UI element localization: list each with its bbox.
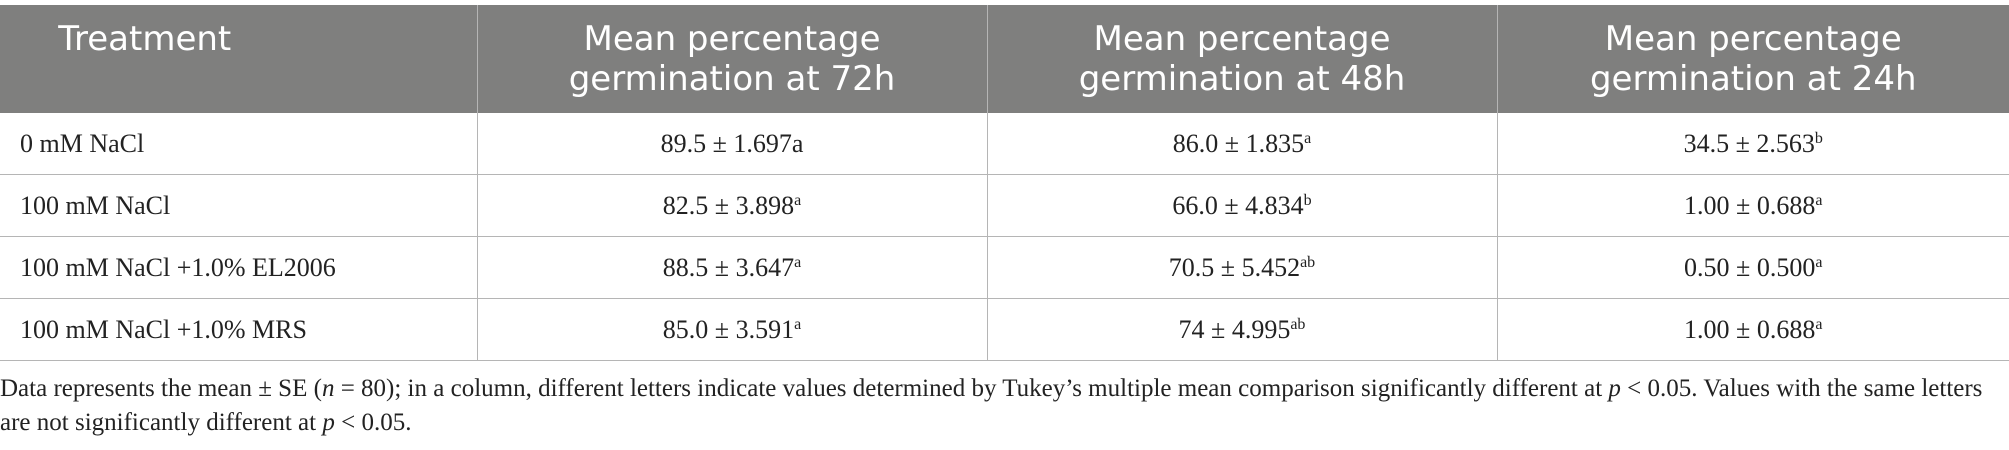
italic-symbol: n bbox=[321, 375, 335, 402]
cell-value: 82.5 ± 3.898 bbox=[662, 190, 795, 220]
value-cell: 1.00 ± 0.688a bbox=[1496, 174, 2009, 237]
significance-letter: a bbox=[794, 253, 802, 271]
significance-letter: a bbox=[1815, 191, 1823, 209]
header-cell: Mean percentage germination at 24h bbox=[1496, 5, 2009, 113]
significance-letter: b bbox=[1814, 129, 1823, 147]
italic-symbol: p bbox=[322, 409, 335, 436]
header-text: Mean percentage germination at 24h bbox=[1589, 19, 1917, 99]
cell-value: 70.5 ± 5.452 bbox=[1168, 252, 1301, 282]
significance-letter: a bbox=[1815, 253, 1823, 271]
footnote-text: = 80); in a column, different letters in… bbox=[334, 375, 1609, 402]
significance-letter: a bbox=[1304, 129, 1312, 147]
value-cell: 88.5 ± 3.647a bbox=[476, 236, 987, 299]
significance-letter: a bbox=[1815, 315, 1823, 333]
cell-value: 1.00 ± 0.688 bbox=[1684, 190, 1816, 220]
table-row: 100 mM NaCl +1.0% MRS 85.0 ± 3.591a 74 ± 4… bbox=[0, 298, 2009, 361]
cell-value: 85.0 ± 3.591 bbox=[662, 314, 795, 344]
cell-value: 0.50 ± 0.500 bbox=[1684, 252, 1816, 282]
table-row: 100 mM NaCl +1.0% EL2006 88.5 ± 3.647a 70.… bbox=[0, 236, 2009, 299]
significance-letter: ab bbox=[1300, 253, 1316, 271]
value-cell: 86.0 ± 1.835a bbox=[986, 113, 1497, 175]
cell-value: 89.5 ± 1.697a bbox=[660, 128, 804, 158]
treatment-cell: 100 mM NaCl +1.0% MRS bbox=[0, 298, 477, 361]
value-cell: 74 ± 4.995ab bbox=[986, 298, 1497, 361]
cell-value: 34.5 ± 2.563 bbox=[1683, 128, 1815, 158]
cell-value: 88.5 ± 3.647 bbox=[662, 252, 795, 282]
value-cell: 66.0 ± 4.834b bbox=[986, 174, 1497, 237]
header-row: Treatment Mean percentage germination at … bbox=[0, 5, 2009, 113]
value-cell: 82.5 ± 3.898a bbox=[476, 174, 987, 237]
header-text: Mean percentage germination at 72h bbox=[568, 19, 896, 99]
value-cell: 1.00 ± 0.688a bbox=[1496, 298, 2009, 361]
table-body: 0 mM NaCl 89.5 ± 1.697a 86.0 ± 1.835a 34.5 … bbox=[0, 113, 2009, 361]
value-cell: 0.50 ± 0.500a bbox=[1496, 236, 2009, 299]
significance-letter: b bbox=[1303, 191, 1312, 209]
value-cell: 89.5 ± 1.697a bbox=[476, 113, 987, 175]
significance-letter: a bbox=[794, 191, 802, 209]
header-text: Treatment bbox=[58, 19, 232, 59]
footnote-text: < 0.05. Values with the same letters are… bbox=[0, 375, 1983, 436]
cell-value: 74 ± 4.995 bbox=[1178, 314, 1291, 344]
treatment-cell: 100 mM NaCl bbox=[0, 174, 477, 237]
footnote: Data represents the mean ± SE (n = 80); … bbox=[0, 372, 2000, 440]
footnote-text: < 0.05. bbox=[334, 409, 412, 436]
table-row: 100 mM NaCl 82.5 ± 3.898a 66.0 ± 4.834b 1.0… bbox=[0, 174, 2009, 237]
value-cell: 85.0 ± 3.591a bbox=[476, 298, 987, 361]
footnote-text: Data represents the mean ± SE ( bbox=[0, 375, 322, 402]
cell-value: 66.0 ± 4.834 bbox=[1172, 190, 1304, 220]
cell-value: 86.0 ± 1.835 bbox=[1172, 128, 1305, 158]
treatment-cell: 100 mM NaCl +1.0% EL2006 bbox=[0, 236, 477, 299]
value-cell: 70.5 ± 5.452ab bbox=[986, 236, 1497, 299]
header-text: Mean percentage germination at 48h bbox=[1078, 19, 1406, 99]
header-cell: Mean percentage germination at 72h bbox=[476, 5, 987, 113]
header-cell: Treatment bbox=[0, 5, 477, 113]
table-row: 0 mM NaCl 89.5 ± 1.697a 86.0 ± 1.835a 34.5 … bbox=[0, 113, 2009, 175]
data-table: Treatment Mean percentage germination at … bbox=[0, 5, 2009, 361]
cell-value: 1.00 ± 0.688 bbox=[1684, 314, 1816, 344]
italic-symbol: p bbox=[1608, 375, 1621, 402]
significance-letter: ab bbox=[1290, 315, 1306, 333]
header-cell: Mean percentage germination at 48h bbox=[986, 5, 1497, 113]
treatment-cell: 0 mM NaCl bbox=[0, 113, 477, 175]
value-cell: 34.5 ± 2.563b bbox=[1496, 113, 2009, 175]
significance-letter: a bbox=[794, 315, 802, 333]
